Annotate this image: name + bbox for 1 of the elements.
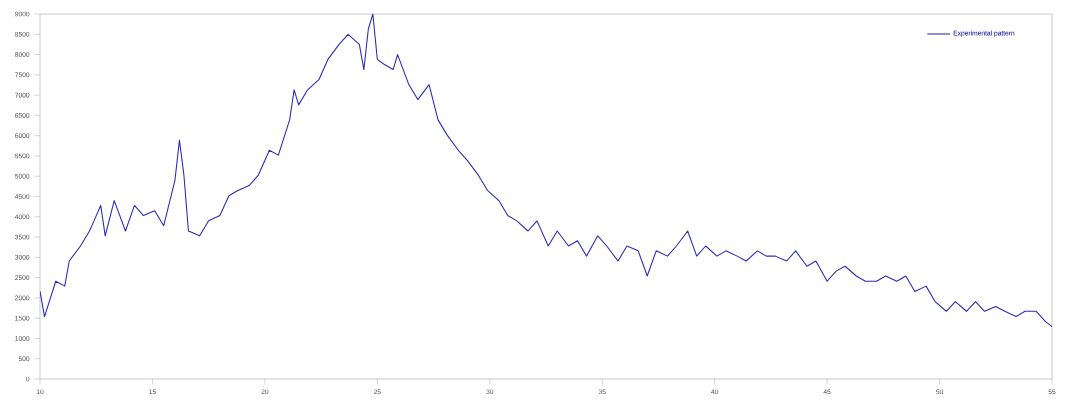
line-series	[40, 14, 1052, 328]
